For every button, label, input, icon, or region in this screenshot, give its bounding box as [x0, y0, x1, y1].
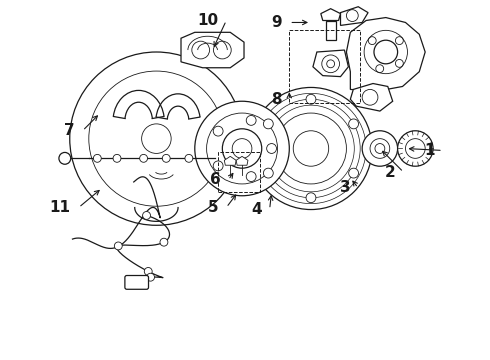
Circle shape: [59, 152, 71, 164]
Polygon shape: [181, 32, 244, 68]
Text: 7: 7: [64, 123, 74, 138]
Circle shape: [222, 129, 262, 168]
Bar: [289, 30, 360, 103]
Polygon shape: [350, 84, 392, 111]
Circle shape: [349, 168, 359, 178]
Polygon shape: [236, 156, 248, 165]
Text: 1: 1: [424, 143, 435, 158]
Circle shape: [246, 116, 256, 125]
Text: 10: 10: [197, 13, 219, 28]
Text: 4: 4: [251, 202, 262, 217]
Text: 6: 6: [210, 172, 220, 188]
Circle shape: [264, 168, 273, 178]
Circle shape: [195, 101, 289, 196]
Circle shape: [94, 154, 101, 162]
Circle shape: [162, 154, 170, 162]
FancyBboxPatch shape: [125, 275, 148, 289]
Bar: [326, 21, 336, 40]
Circle shape: [213, 161, 223, 171]
Text: 11: 11: [49, 200, 71, 215]
Circle shape: [327, 60, 335, 68]
Circle shape: [144, 267, 152, 275]
Text: 9: 9: [271, 15, 281, 30]
Text: 3: 3: [340, 180, 350, 195]
Circle shape: [113, 154, 121, 162]
Polygon shape: [313, 50, 348, 77]
Circle shape: [267, 144, 276, 153]
Circle shape: [70, 52, 243, 225]
Circle shape: [147, 273, 154, 281]
Circle shape: [160, 238, 168, 246]
Circle shape: [264, 119, 273, 129]
Circle shape: [306, 94, 316, 104]
Circle shape: [397, 131, 433, 166]
Text: 8: 8: [271, 92, 281, 107]
Circle shape: [143, 212, 150, 219]
Text: 5: 5: [208, 200, 219, 215]
Circle shape: [362, 131, 397, 166]
Bar: [219, 152, 260, 192]
Circle shape: [306, 193, 316, 203]
Polygon shape: [346, 18, 425, 91]
Circle shape: [140, 154, 147, 162]
Circle shape: [114, 242, 122, 250]
Circle shape: [250, 87, 372, 210]
Circle shape: [185, 154, 193, 162]
Text: 2: 2: [385, 165, 395, 180]
Circle shape: [213, 126, 223, 136]
Polygon shape: [224, 156, 236, 165]
Polygon shape: [341, 7, 368, 26]
Circle shape: [246, 172, 256, 181]
Polygon shape: [321, 9, 341, 21]
Circle shape: [349, 119, 359, 129]
